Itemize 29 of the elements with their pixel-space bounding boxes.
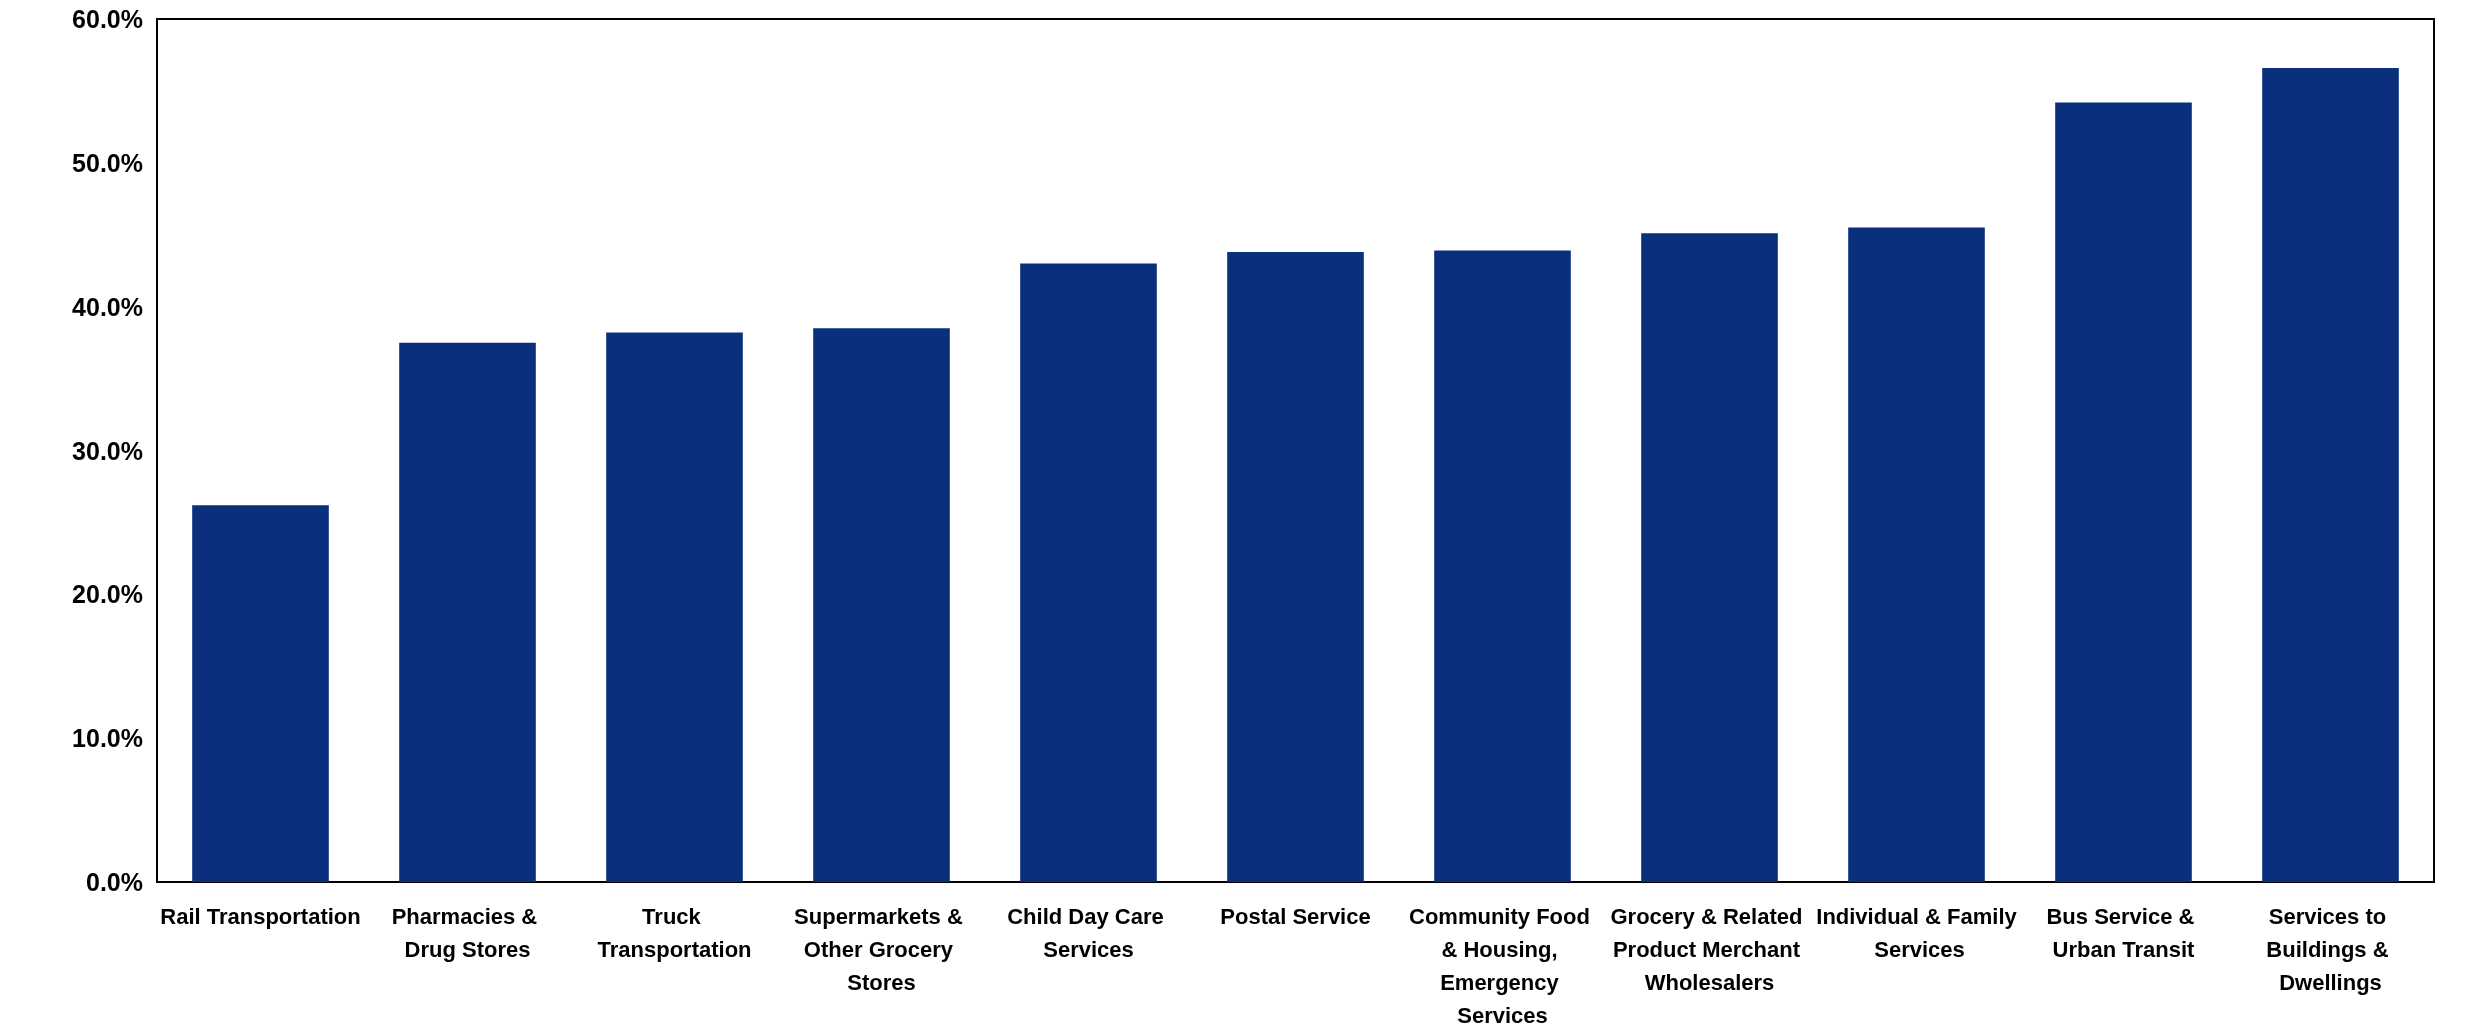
bar xyxy=(399,342,536,882)
bar xyxy=(1848,227,1985,882)
x-tick-label: Community Food & Housing, Emergency Services xyxy=(1409,904,1596,1028)
bar xyxy=(1227,252,1364,882)
x-tick-label: Grocery & Related Product Merchant Wholesalers xyxy=(1610,904,1809,995)
bar xyxy=(192,505,329,882)
x-tick-label: Individual & Family Services xyxy=(1816,904,2018,962)
x-tick-label: Child Day Care Services xyxy=(1007,904,1170,962)
x-tick-label: Services to Buildings & Dwellings xyxy=(2266,904,2395,995)
y-tick-label: 40.0% xyxy=(72,292,143,321)
x-tick-label: Truck Transportation xyxy=(597,904,752,962)
y-tick-label: 50.0% xyxy=(72,148,143,177)
y-tick-label: 0.0% xyxy=(86,868,143,896)
y-tick-label: 20.0% xyxy=(72,580,143,609)
y-tick-label: 10.0% xyxy=(72,724,143,753)
bar xyxy=(1434,250,1571,882)
bar xyxy=(1020,263,1157,882)
bar xyxy=(606,332,743,882)
bar xyxy=(1641,233,1778,882)
x-tick-label: Pharmacies & Drug Stores xyxy=(391,904,544,962)
y-tick-label: 60.0% xyxy=(72,5,143,33)
x-tick-label: Bus Service & Urban Transit xyxy=(2046,904,2201,962)
x-tick-label: Rail Transportation xyxy=(160,904,361,929)
bar xyxy=(813,328,950,882)
x-tick-label: Supermarkets & Other Grocery Stores xyxy=(794,904,969,995)
bar xyxy=(2262,67,2399,882)
bar xyxy=(2055,102,2192,882)
x-tick-label: Postal Service xyxy=(1220,904,1371,929)
y-tick-label: 30.0% xyxy=(72,436,143,465)
